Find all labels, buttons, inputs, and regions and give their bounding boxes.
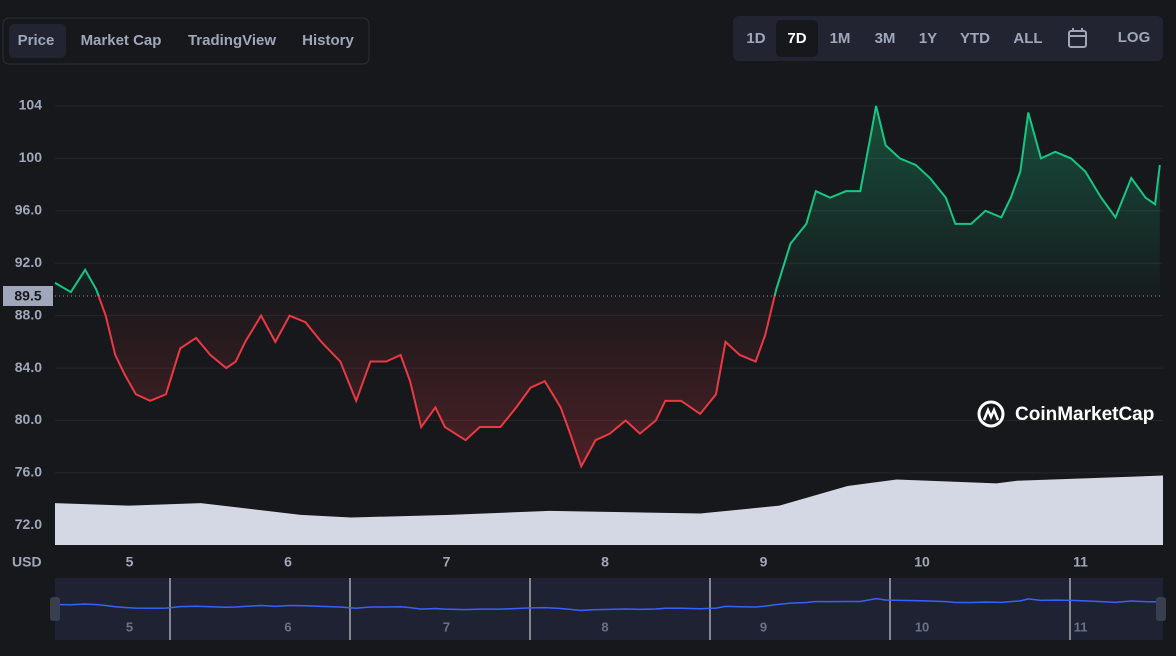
y-tick-label: 80.0 — [15, 411, 42, 427]
price-area — [55, 105, 1160, 467]
range-button[interactable]: ALL — [1013, 30, 1042, 47]
price-line — [54, 105, 1161, 469]
baseline-label-box — [3, 285, 53, 306]
navigator-line — [54, 597, 1161, 612]
range-button[interactable]: 3M — [875, 30, 896, 47]
y-tick-label: 104 — [19, 97, 43, 113]
log-button[interactable]: LOG — [1118, 29, 1151, 46]
baseline-label: 89.5 — [14, 288, 41, 304]
x-tick-label: 7 — [443, 554, 451, 570]
y-axis-label: USD — [12, 554, 42, 570]
tab[interactable]: Price — [18, 32, 55, 49]
range-button[interactable]: 7D — [787, 30, 806, 47]
range-selected — [776, 20, 818, 57]
x-tick-label: 8 — [601, 554, 609, 570]
range-button[interactable]: YTD — [960, 30, 990, 47]
range-bar — [733, 16, 1163, 61]
y-tick-label: 100 — [19, 149, 43, 165]
y-tick-label: 76.0 — [15, 464, 42, 480]
y-tick-label: 72.0 — [15, 516, 42, 532]
x-tick-label: 11 — [1073, 554, 1088, 570]
tab[interactable]: TradingView — [188, 32, 276, 49]
navigator-tick-label: 8 — [601, 619, 608, 634]
navigator-handle[interactable] — [1156, 597, 1166, 621]
tab-bar — [2, 17, 370, 65]
navigator-handle[interactable] — [50, 597, 60, 621]
y-tick-label: 84.0 — [15, 359, 42, 375]
brand-name: CoinMarketCap — [1015, 404, 1154, 425]
calendar-icon[interactable] — [1068, 28, 1087, 48]
brand-logo: CoinMarketCap — [977, 400, 1154, 428]
y-tick-label: 88.0 — [15, 306, 42, 322]
navigator-tick-label: 9 — [760, 619, 767, 634]
range-button[interactable]: 1M — [830, 30, 851, 47]
x-tick-label: 9 — [760, 554, 768, 570]
range-button[interactable]: 1D — [746, 30, 765, 47]
navigator-tick-label: 7 — [443, 619, 450, 634]
navigator-tick-label: 6 — [284, 619, 291, 634]
x-tick-label: 5 — [126, 554, 134, 570]
navigator-tick-label: 5 — [126, 619, 133, 634]
tab[interactable]: History — [302, 32, 354, 49]
x-tick-label: 10 — [914, 554, 930, 570]
navigator-tick-label: 10 — [915, 619, 929, 634]
y-tick-label: 92.0 — [15, 254, 42, 270]
y-tick-label: 96.0 — [15, 202, 42, 218]
x-tick-label: 6 — [284, 554, 292, 570]
tab-selected — [9, 24, 66, 58]
navigator-tick-label: 11 — [1074, 619, 1088, 634]
tab[interactable]: Market Cap — [81, 32, 162, 49]
navigator-content: 5 6 7 8 9 10 11 — [54, 578, 1161, 640]
range-button[interactable]: 1Y — [919, 30, 937, 47]
plot-area: 72.0 76.0 80.0 84.0 88.0 92.0 96.0 100 104 89.5 5 6… — [3, 97, 1163, 570]
volume-area — [55, 475, 1163, 545]
